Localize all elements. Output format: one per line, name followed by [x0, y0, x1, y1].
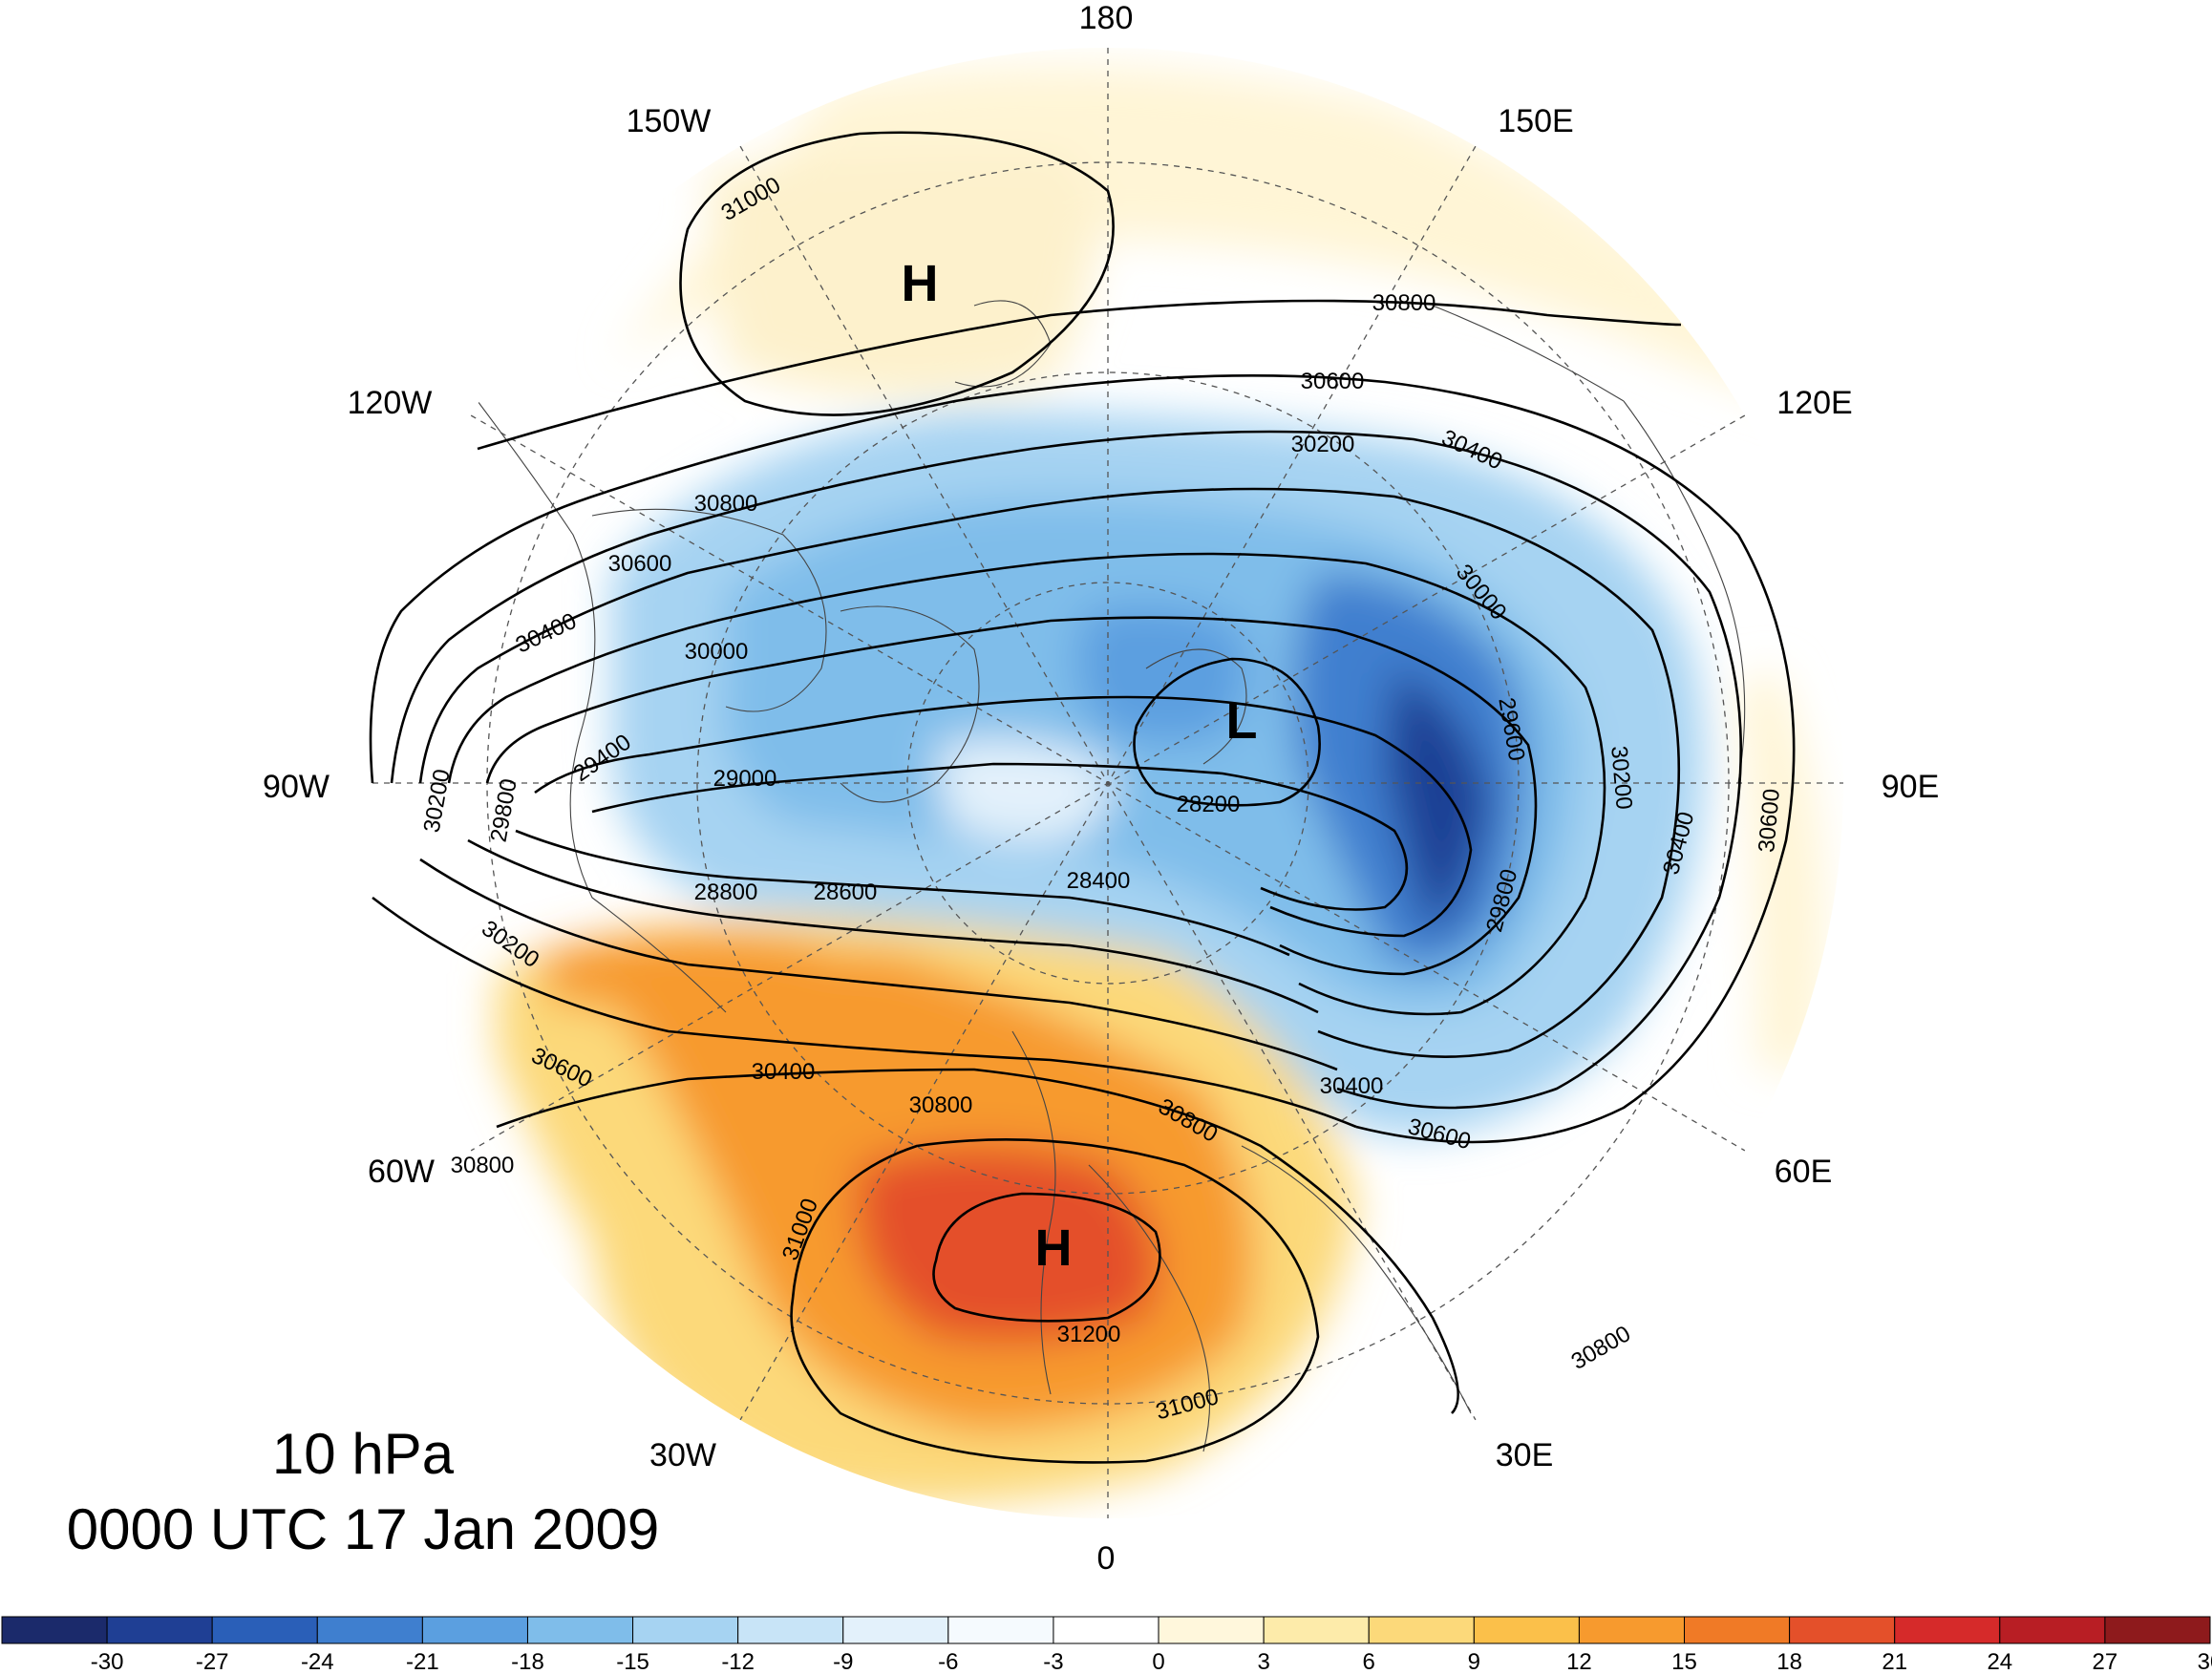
contour-label: 30200 — [1606, 745, 1637, 811]
colorbar-box — [1, 1616, 108, 1644]
contour-label: 30000 — [685, 639, 749, 665]
lon-label: 180 — [1079, 0, 1134, 36]
colorbar-tick-label: -12 — [721, 1649, 755, 1674]
colorbar-box — [316, 1616, 423, 1644]
colorbar-tick-label: -6 — [938, 1649, 958, 1674]
contour-label: 30400 — [752, 1059, 816, 1085]
high-center-atlantic: H — [1035, 1219, 1073, 1277]
contour-label: 30200 — [477, 916, 543, 973]
colorbar-box — [1894, 1616, 2001, 1644]
colorbar-tick-label: 30 — [2198, 1649, 2212, 1674]
colorbar-box — [632, 1616, 739, 1644]
colorbar-tick-label: 21 — [1882, 1649, 1907, 1674]
colorbar-box — [1473, 1616, 1580, 1644]
colorbar-tick-label: 6 — [1363, 1649, 1375, 1674]
contour-label: 30400 — [1320, 1073, 1384, 1099]
height-contours — [369, 131, 1796, 1464]
lon-label: 30E — [1496, 1437, 1554, 1473]
map-title: 10 hPa 0000 UTC 17 Jan 2009 — [67, 1422, 659, 1561]
colorbar-box — [1684, 1616, 1791, 1644]
colorbar-tick-label: -9 — [833, 1649, 853, 1674]
colorbar-tick-label: -18 — [511, 1649, 544, 1674]
colorbar-tick-label: -3 — [1043, 1649, 1063, 1674]
contour-label: 28400 — [1067, 868, 1131, 894]
lon-label: 120W — [348, 385, 433, 421]
contour-label: 30600 — [1754, 788, 1785, 854]
contour-label: 31200 — [1057, 1322, 1121, 1347]
valid-time-label: 0000 UTC 17 Jan 2009 — [67, 1497, 659, 1561]
colorbar-tick-label: 0 — [1152, 1649, 1164, 1674]
contour-label: 30400 — [512, 608, 581, 659]
contour-label: 30800 — [909, 1092, 973, 1118]
longitude-labels: 180 150E 120E 90E 60E 30E 0 30W 60W 90W … — [263, 0, 1939, 1577]
contour-label: 28200 — [1177, 792, 1241, 817]
colorbar-tick-label: 24 — [1987, 1649, 2012, 1674]
colorbar-box — [1789, 1616, 1896, 1644]
colorbar-box — [1999, 1616, 2106, 1644]
contour-label: 30800 — [1567, 1321, 1635, 1375]
lon-label: 0 — [1097, 1540, 1116, 1577]
colorbar-tick-label: -30 — [91, 1649, 124, 1674]
lon-label: 150W — [627, 103, 712, 139]
lon-label: 30W — [649, 1437, 716, 1473]
colorbar-tick-label: 12 — [1566, 1649, 1592, 1674]
colorbar-tick-label: 3 — [1257, 1649, 1269, 1674]
colorbar-box — [211, 1616, 318, 1644]
colorbar-box — [737, 1616, 844, 1644]
colorbar-box — [842, 1616, 949, 1644]
contour-label: 30600 — [1301, 369, 1365, 394]
colorbar-tick-label: 18 — [1776, 1649, 1802, 1674]
contour-label: 30800 — [1372, 290, 1436, 316]
colorbar-box — [106, 1616, 213, 1644]
colorbar-box — [1158, 1616, 1265, 1644]
contour-label: 30200 — [419, 767, 456, 834]
lon-label: 90W — [263, 769, 330, 805]
colorbar-tick-label: 9 — [1468, 1649, 1480, 1674]
low-center-arctic: L — [1226, 692, 1258, 750]
lon-label: 90E — [1882, 769, 1940, 805]
high-center-pacific: H — [902, 255, 939, 312]
colorbar-box — [1053, 1616, 1159, 1644]
colorbar-box — [526, 1616, 634, 1644]
pressure-level-label: 10 hPa — [272, 1422, 455, 1486]
colorbar-box — [1578, 1616, 1686, 1644]
lon-label: 120E — [1776, 385, 1852, 421]
colorbar-box — [1263, 1616, 1370, 1644]
colorbar-tick-label: 15 — [1671, 1649, 1697, 1674]
colorbar-tick-label: 27 — [2093, 1649, 2118, 1674]
colorbar-tick-label: -15 — [616, 1649, 649, 1674]
colorbar-box — [1368, 1616, 1475, 1644]
lon-label: 150E — [1498, 103, 1573, 139]
contour-label: 28800 — [694, 879, 758, 905]
colorbar-box — [2104, 1616, 2211, 1644]
contour-label: 29800 — [486, 776, 522, 843]
contour-label: 30600 — [608, 551, 672, 577]
contour-label: 28600 — [814, 879, 878, 905]
colorbar-tick-label: -21 — [406, 1649, 439, 1674]
colorbar-box — [421, 1616, 528, 1644]
lon-label: 60E — [1775, 1154, 1833, 1190]
pressure-centers: H L H — [902, 255, 1258, 1277]
colorbar-box — [947, 1616, 1054, 1644]
contour-label: 30800 — [694, 491, 758, 517]
colorbar-tick-label: -27 — [196, 1649, 229, 1674]
coastlines — [477, 300, 1746, 1452]
lon-label: 60W — [368, 1154, 435, 1190]
colorbar-tick-label: -24 — [301, 1649, 334, 1674]
contour-label: 29000 — [713, 766, 777, 792]
contour-label: 30200 — [1291, 432, 1355, 457]
colorbar: -30 -27 -24 -21 -18 -15 -12 -9 -6 -3 0 3 6 9 12 15 18 21 2… — [1, 1616, 2212, 1674]
contour-label: 30800 — [451, 1153, 515, 1178]
